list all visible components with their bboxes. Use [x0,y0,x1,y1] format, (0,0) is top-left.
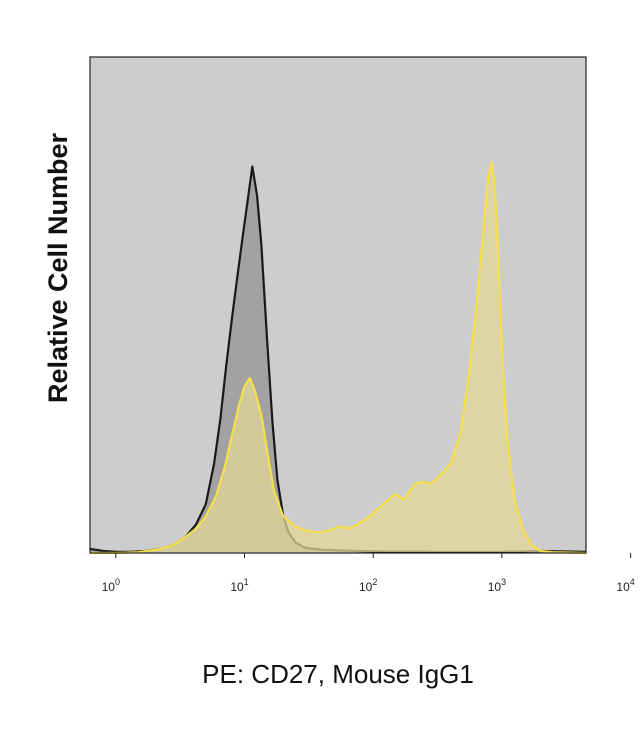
x-tick-label-0: 100 [102,577,120,594]
plot-frame [89,56,587,554]
x-axis-label: PE: CD27, Mouse IgG1 [202,659,474,689]
x-tick-label-4: 104 [616,577,634,594]
x-tick-label-3: 103 [488,577,506,594]
series-1-line [90,161,587,555]
series-layer [89,161,587,555]
x-tick-label-1: 101 [230,577,248,594]
series-1-fill [90,162,586,553]
x-tick-label-2: 102 [359,577,377,594]
y-axis-label: Relative Cell Number [43,132,73,403]
x-axis-ticks: 100 101 102 103 104 [102,553,635,594]
